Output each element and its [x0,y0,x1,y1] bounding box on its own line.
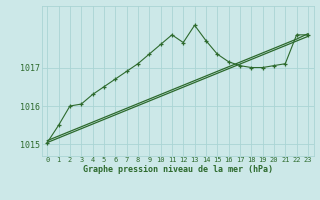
X-axis label: Graphe pression niveau de la mer (hPa): Graphe pression niveau de la mer (hPa) [83,165,273,174]
